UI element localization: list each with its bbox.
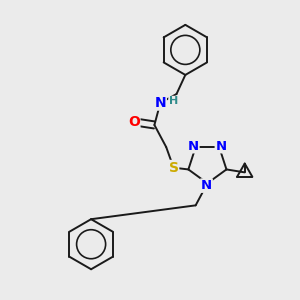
Text: N: N: [188, 140, 199, 153]
Text: H: H: [169, 96, 178, 106]
Text: N: N: [154, 96, 166, 110]
Text: N: N: [215, 140, 226, 153]
Text: N: N: [201, 179, 212, 192]
Text: S: S: [169, 161, 178, 175]
Text: O: O: [128, 115, 140, 129]
